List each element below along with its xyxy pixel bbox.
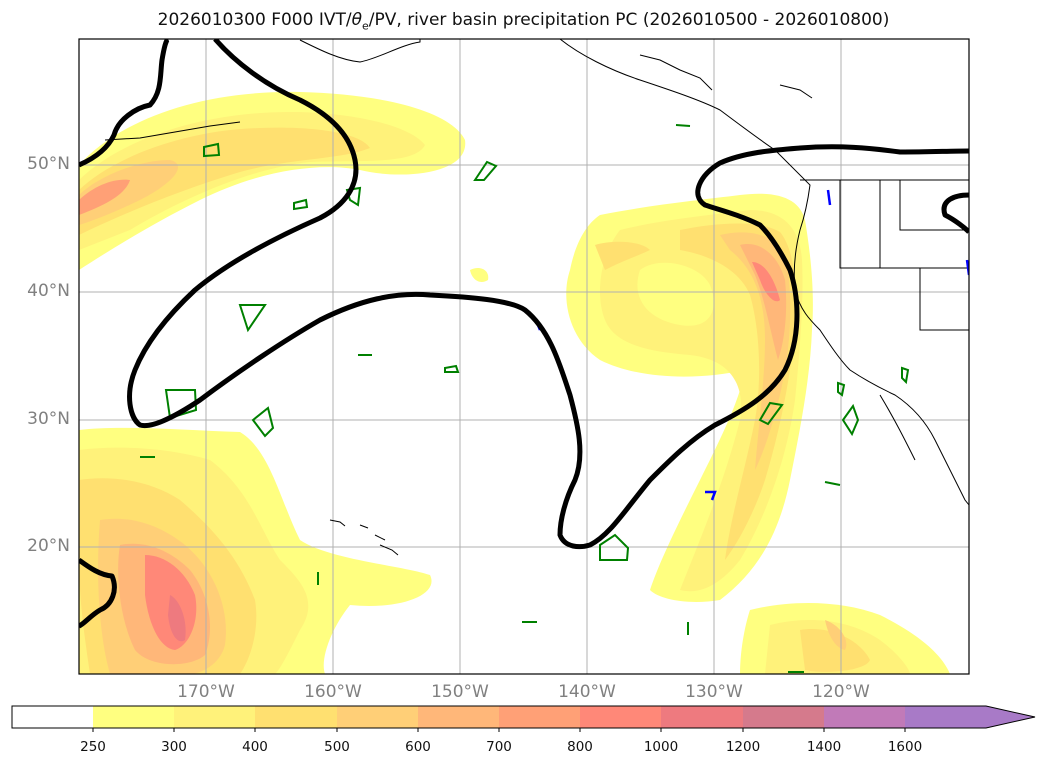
- colorbar-label-300: 300: [161, 739, 187, 755]
- lon-label-170w: 170°W: [177, 682, 235, 702]
- lat-label-40n: 40°N: [27, 281, 70, 301]
- lon-label-120w: 120°W: [812, 682, 870, 702]
- colorbar-label-1000: 1000: [643, 739, 679, 755]
- gridlines: [79, 39, 969, 674]
- colorbar-label-800: 800: [567, 739, 593, 755]
- lon-label-140w: 140°W: [558, 682, 616, 702]
- lat-label-30n: 30°N: [27, 409, 70, 429]
- colorbar-label-600: 600: [405, 739, 431, 755]
- lat-label-50n: 50°N: [27, 154, 70, 174]
- lon-label-130w: 130°W: [685, 682, 743, 702]
- coastlines: [104, 39, 969, 556]
- map-frame: [78, 38, 970, 675]
- colorbar-label-250: 250: [80, 739, 106, 755]
- colorbar-label-1200: 1200: [725, 739, 761, 755]
- ivt-shading: [79, 91, 950, 674]
- lon-label-160w: 160°W: [304, 682, 362, 702]
- colorbar-label-400: 400: [242, 739, 268, 755]
- colorbar-label-1400: 1400: [806, 739, 842, 755]
- lon-label-150w: 150°W: [431, 682, 489, 702]
- lat-label-20n: 20°N: [27, 536, 70, 556]
- precip-contours: [140, 124, 910, 673]
- colorbar-label-700: 700: [486, 739, 512, 755]
- colorbar: [11, 705, 1036, 732]
- colorbar-label-500: 500: [324, 739, 350, 755]
- colorbar-label-1600: 1600: [887, 739, 923, 755]
- figure-title: 2026010300 F000 IVT/θe/PV, river basin p…: [157, 10, 890, 33]
- pv-contour: [79, 39, 969, 629]
